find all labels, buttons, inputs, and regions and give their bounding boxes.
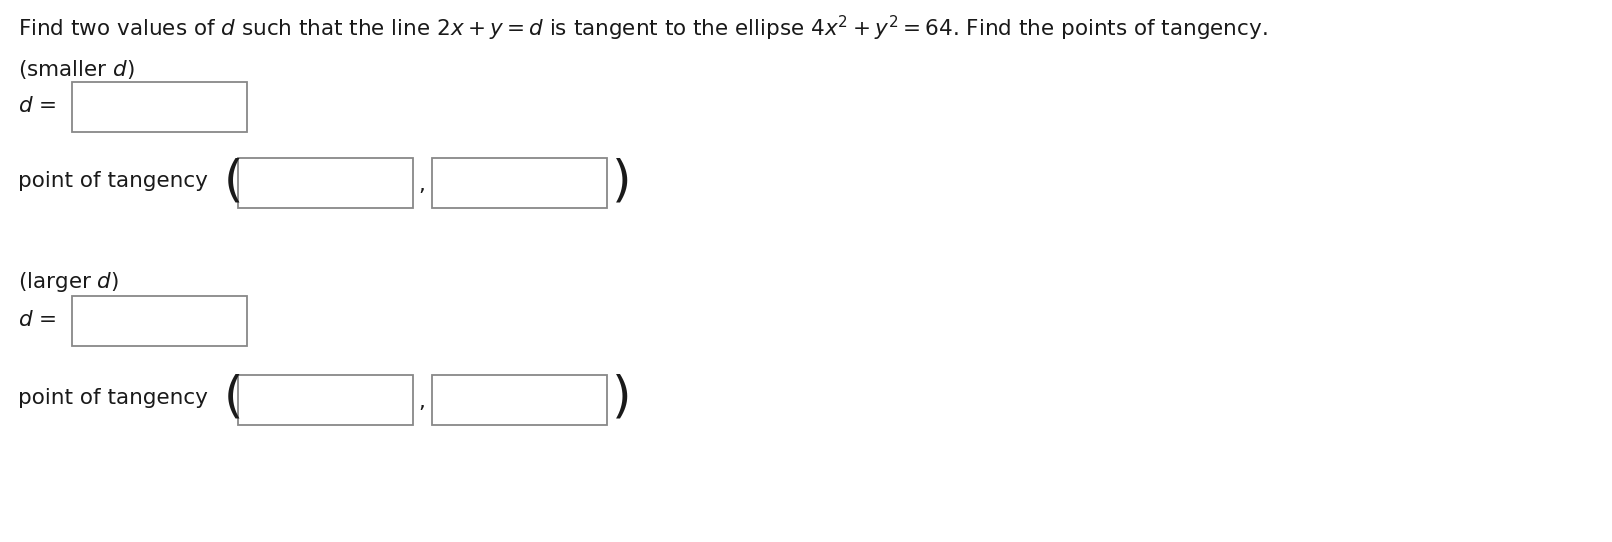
Text: (larger $d$): (larger $d$) [18,270,119,294]
Bar [432,158,608,208]
Text: ,: , [418,175,426,195]
Bar [239,158,413,208]
Text: (smaller $d$): (smaller $d$) [18,58,135,81]
Text: (: ( [224,157,243,205]
Bar [239,375,413,425]
Text: (: ( [224,374,243,422]
Bar [432,375,608,425]
Text: ,: , [418,392,426,412]
Text: point of tangency: point of tangency [18,388,208,408]
Bar [73,82,247,132]
Text: ): ) [613,374,632,422]
Text: $d$ =: $d$ = [18,310,56,330]
Text: Find two values of $d$ such that the line $2x + y = d$ is tangent to the ellipse: Find two values of $d$ such that the lin… [18,14,1267,43]
Bar [73,296,247,346]
Text: point of tangency: point of tangency [18,171,208,191]
Text: $d$ =: $d$ = [18,96,56,116]
Text: ): ) [613,157,632,205]
